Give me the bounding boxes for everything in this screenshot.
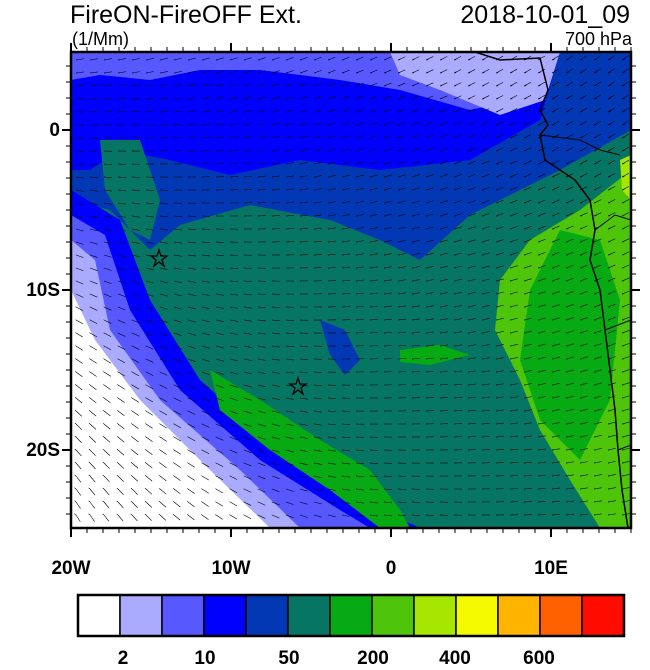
lon-label: 0 bbox=[386, 558, 397, 580]
colorbar-box bbox=[582, 595, 624, 636]
lat-label: 10S bbox=[0, 280, 60, 302]
colorbar-box bbox=[162, 595, 204, 636]
lon-label: 10E bbox=[534, 558, 568, 580]
colorbar-box bbox=[204, 595, 246, 636]
lat-label: 20S bbox=[0, 440, 60, 462]
colorbar-box bbox=[246, 595, 288, 636]
colorbar-box bbox=[540, 595, 582, 636]
lon-label: 20W bbox=[51, 558, 90, 580]
colorbar-box bbox=[456, 595, 498, 636]
colorbar-box bbox=[330, 595, 372, 636]
lon-label: 10W bbox=[211, 558, 250, 580]
colorbar-box bbox=[78, 595, 120, 636]
colorbar bbox=[78, 595, 624, 636]
colorbar-box bbox=[288, 595, 330, 636]
colorbar-box bbox=[498, 595, 540, 636]
map-field bbox=[71, 52, 631, 528]
lat-label: 0 bbox=[0, 120, 60, 142]
colorbar-box bbox=[414, 595, 456, 636]
colorbar-box bbox=[372, 595, 414, 636]
colorbar-box bbox=[120, 595, 162, 636]
